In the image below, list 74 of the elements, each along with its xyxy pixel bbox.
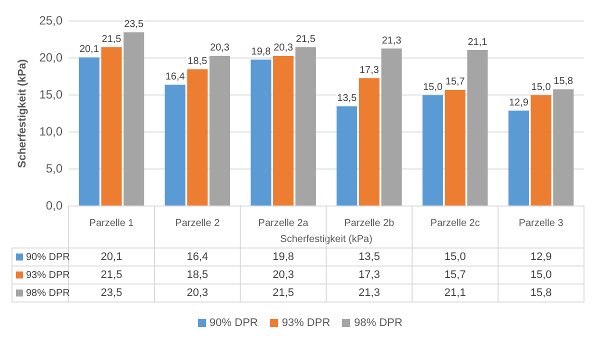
data-label: 15,0 bbox=[530, 269, 552, 282]
data-label: 18,5 bbox=[186, 269, 208, 282]
data-label: 21,3 bbox=[358, 287, 380, 300]
data-label: 20,1 bbox=[100, 251, 122, 264]
text: 21,5 bbox=[296, 34, 316, 45]
text: 15,8 bbox=[554, 76, 574, 87]
bar bbox=[530, 95, 552, 206]
bar bbox=[250, 60, 272, 206]
y-axis-title: Scherfestigkeit (kPa) bbox=[16, 58, 29, 168]
x-tick-label: Parzelle 2a bbox=[258, 218, 309, 229]
text: 15,0 bbox=[531, 82, 551, 93]
data-label: 21,5 bbox=[100, 269, 122, 282]
y-tick-label: 10,0 bbox=[39, 124, 63, 138]
data-label: 19,8 bbox=[272, 251, 294, 264]
data-label: 13,5 bbox=[358, 251, 380, 264]
text: 16,4 bbox=[165, 72, 185, 83]
bar bbox=[508, 110, 529, 206]
data-label: 23,5 bbox=[100, 287, 122, 300]
text: 15,0 bbox=[423, 82, 443, 93]
data-label: 17,3 bbox=[358, 269, 380, 282]
bar bbox=[295, 47, 316, 206]
bar bbox=[467, 50, 488, 206]
x-tick-label: Parzelle 2 bbox=[175, 218, 220, 229]
y-tick-label: 20,0 bbox=[39, 50, 63, 64]
data-label: 12,9 bbox=[530, 251, 552, 264]
bar bbox=[209, 56, 230, 206]
legend-label: 90% DPR bbox=[26, 252, 70, 263]
text: 20,1 bbox=[79, 44, 99, 56]
text: 21,3 bbox=[382, 35, 402, 46]
bar bbox=[101, 47, 122, 206]
data-label: 15,0 bbox=[444, 251, 466, 264]
x-tick-label: Parzelle 1 bbox=[89, 218, 134, 229]
bar bbox=[164, 84, 186, 206]
y-tick-label: 25,0 bbox=[39, 14, 63, 28]
bar bbox=[273, 56, 294, 206]
x-tick-label: Parzelle 3 bbox=[518, 218, 564, 229]
data-label: 20,3 bbox=[186, 287, 208, 300]
legend-label: 98% DPR bbox=[26, 288, 70, 299]
text: 20,3 bbox=[274, 42, 294, 54]
y-tick-label: 0,0 bbox=[46, 198, 63, 212]
x-tick-label: Parzelle 2b bbox=[344, 218, 395, 229]
text: 19,8 bbox=[251, 46, 271, 58]
bar bbox=[336, 106, 358, 206]
bar bbox=[187, 69, 208, 206]
text: 17,3 bbox=[359, 64, 379, 76]
text: 20,3 bbox=[210, 42, 230, 54]
text: 93% DPR bbox=[282, 317, 330, 329]
data-label: 21,5 bbox=[272, 287, 294, 300]
data-label: 15,8 bbox=[530, 287, 552, 300]
data-label: 16,4 bbox=[186, 251, 208, 264]
text: 90% DPR bbox=[210, 317, 258, 329]
bar bbox=[444, 90, 466, 206]
text: 21,5 bbox=[102, 34, 122, 45]
data-label: 20,3 bbox=[272, 269, 294, 282]
text: 15,7 bbox=[445, 76, 465, 88]
text: 21,1 bbox=[468, 36, 488, 48]
x-axis-title: Scherfestigkeit (kPa) bbox=[280, 234, 372, 245]
text: 23,5 bbox=[124, 19, 144, 30]
bar bbox=[553, 89, 574, 206]
data-label: 15,7 bbox=[444, 269, 466, 282]
data-label: 21,1 bbox=[444, 287, 466, 300]
legend-label: 93% DPR bbox=[26, 270, 70, 281]
text: 13,5 bbox=[337, 92, 357, 104]
y-tick-label: 15,0 bbox=[39, 87, 63, 102]
bar bbox=[358, 78, 380, 206]
bar bbox=[78, 57, 100, 206]
bar bbox=[422, 95, 444, 206]
text: 12,9 bbox=[508, 97, 528, 108]
bar bbox=[124, 32, 144, 206]
bar bbox=[381, 48, 402, 206]
text: 98% DPR bbox=[354, 317, 402, 329]
y-tick-label: 5,0 bbox=[46, 161, 63, 176]
text: 18,5 bbox=[188, 56, 208, 67]
x-tick-label: Parzelle 2c bbox=[430, 218, 480, 229]
